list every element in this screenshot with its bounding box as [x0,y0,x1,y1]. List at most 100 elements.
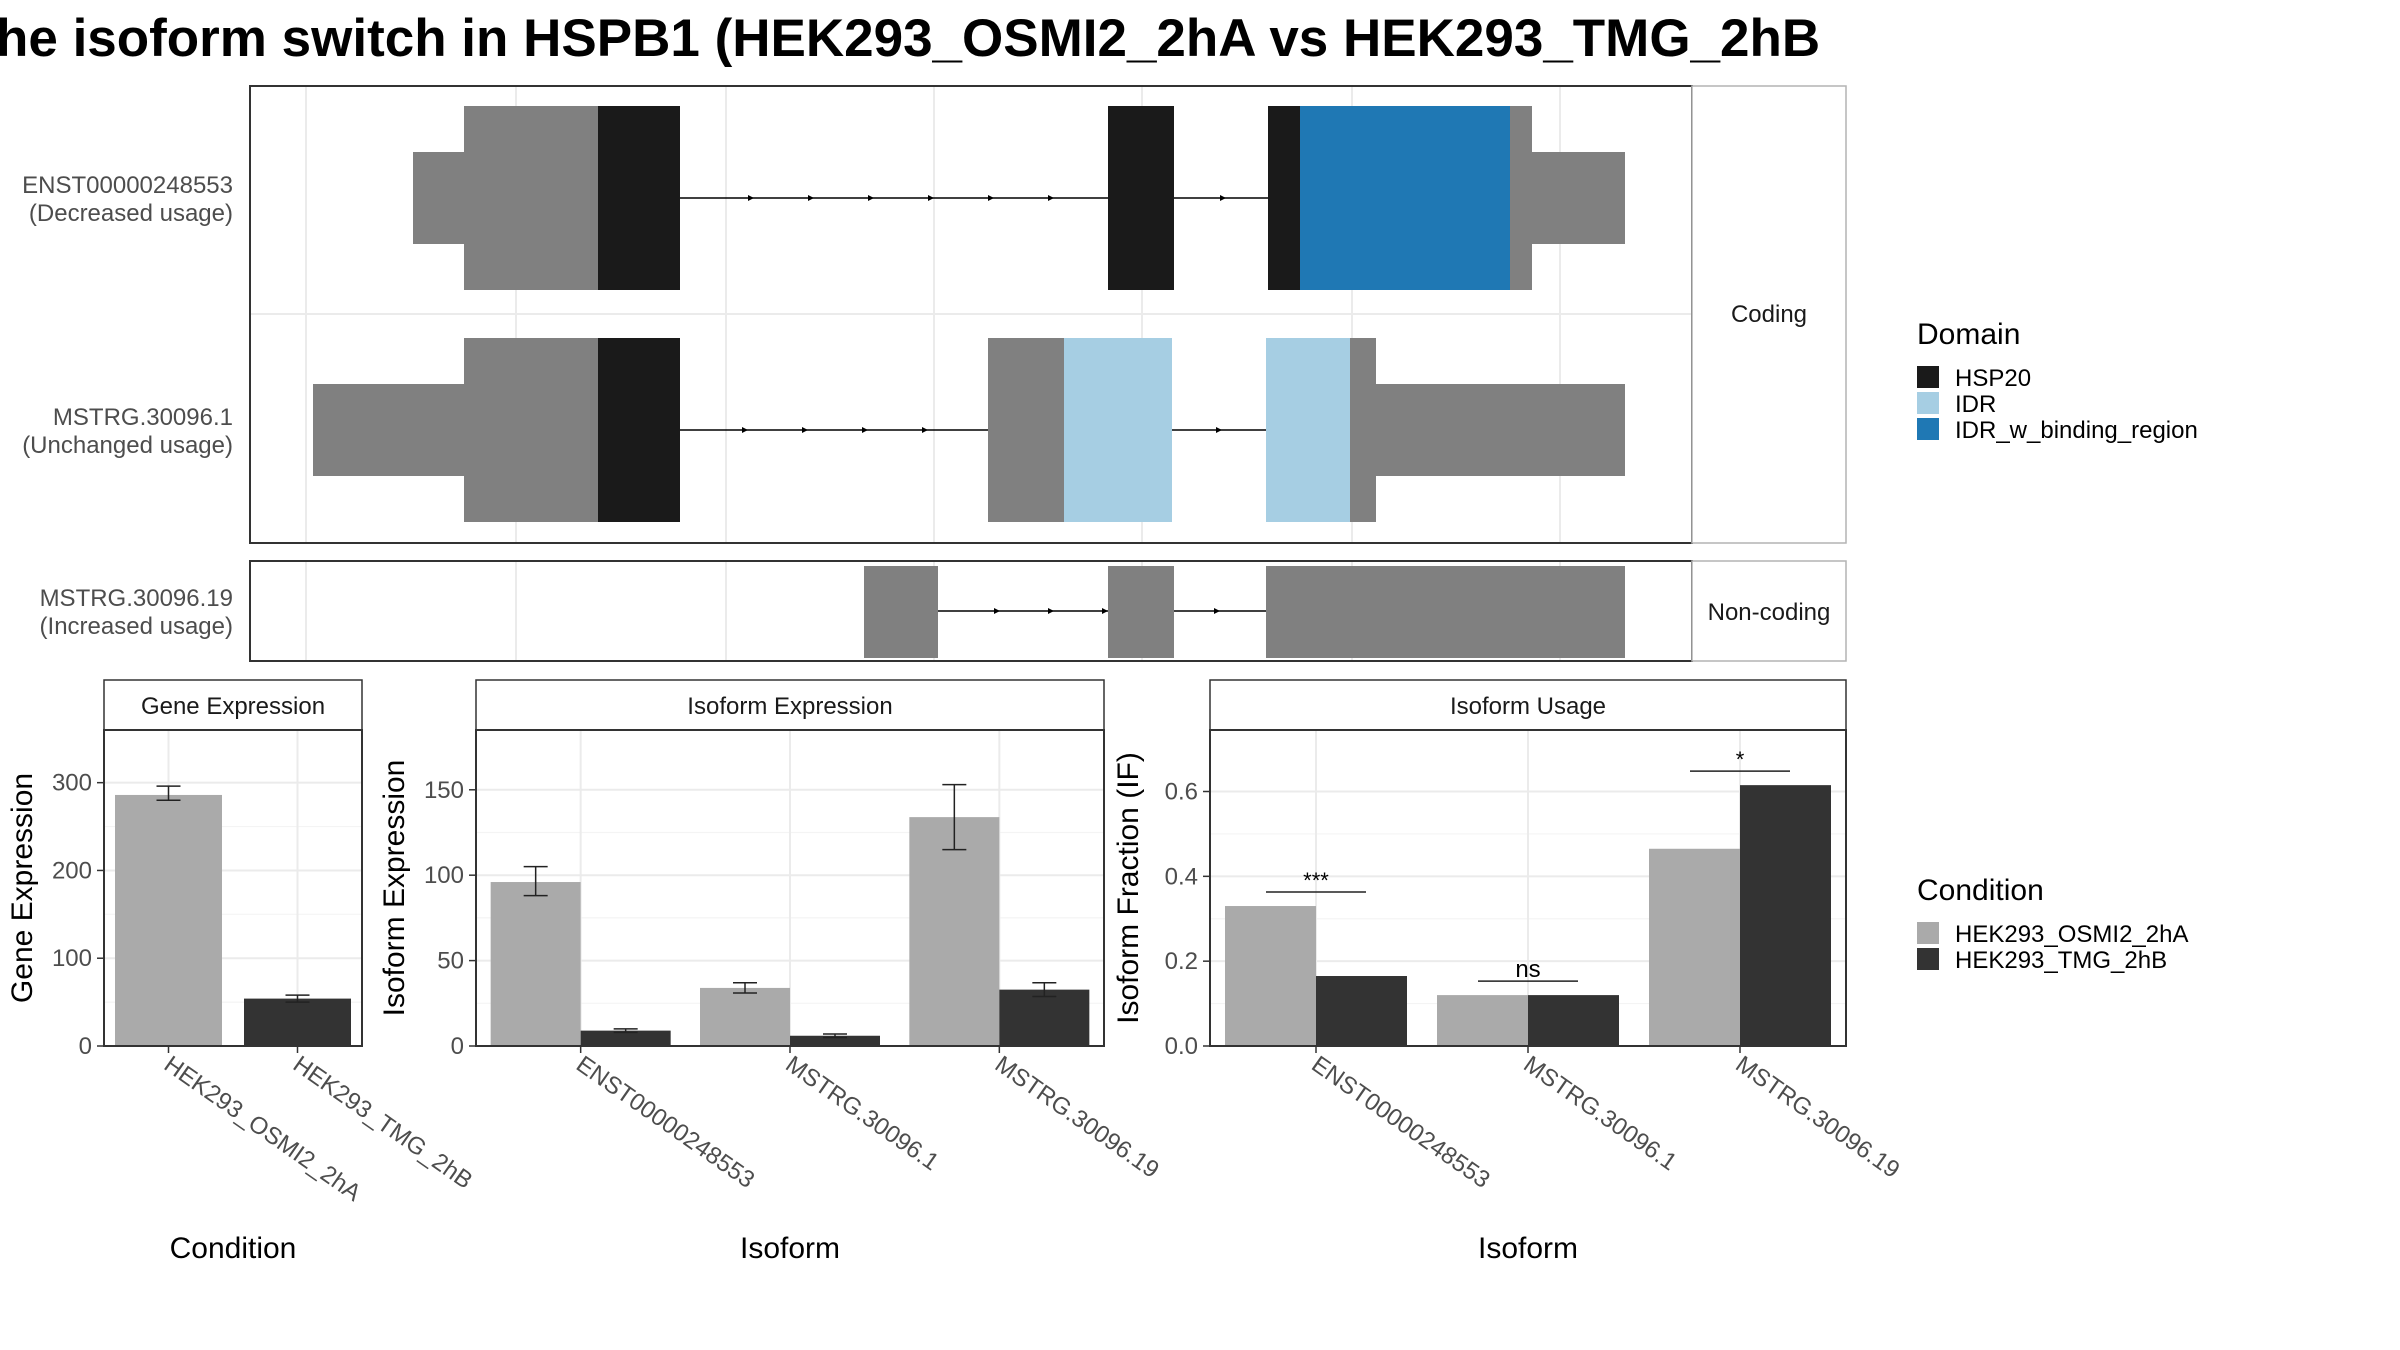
bar [244,998,351,1046]
bar [115,794,222,1046]
utr-segment [464,106,598,290]
x-tick-label: MSTRG.30096.19 [1731,1051,1905,1184]
transcript-label: MSTRG.30096.19 [40,585,233,612]
utr-segment [1531,152,1625,244]
bar [999,989,1090,1046]
idr-domain [1064,338,1172,522]
y-tick-label: 0.6 [1165,779,1198,806]
legend-key-cond-b [1917,948,1939,970]
y-tick-label: 150 [424,777,464,804]
figure-title: he isoform switch in HSPB1 (HEK293_OSMI2… [0,9,1820,68]
legend-key-idr-binding [1917,418,1939,440]
utr-segment [1350,338,1376,522]
transcript-label: MSTRG.30096.1 [53,404,233,431]
legend-label-cond-b: HEK293_TMG_2hB [1955,947,2167,974]
facet-strip [103,679,363,731]
legend-label-hsp20: HSP20 [1955,365,2031,392]
structure-panel-coding: Coding ENST00000248553 (Decreased usage)… [22,85,1847,544]
coding-strip-label: Coding [1731,301,1807,328]
x-tick-label: MSTRG.30096.19 [990,1051,1164,1184]
isoform-usage-chart: Isoform Usage *** ns * 0.0 0.2 0.4 0.6 ENST00000… [1112,679,1905,1265]
hsp20-domain [1108,106,1174,290]
condition-legend: Condition HEK293_OSMI2_2hA HEK293_TMG_2h… [1917,874,2188,974]
utr-segment [988,338,1064,522]
structure-panel-noncoding: Non-coding MSTRG.30096.19 (Increased usa… [40,560,1847,662]
y-tick-label: 0.2 [1165,948,1198,975]
noncoding-exon [1108,566,1174,658]
x-tick-label: ENST00000248553 [571,1051,759,1194]
legend-label-idr-binding: IDR_w_binding_region [1955,417,2198,444]
utr-segment [1375,384,1625,476]
coding-strip [1691,85,1847,544]
utr-segment [464,338,598,522]
significance-label: *** [1303,868,1329,893]
plot-border [103,729,363,1047]
bar [790,1035,880,1046]
transcript-mstrg-30096-19 [864,566,1625,658]
transcript-usage-label: (Unchanged usage) [22,432,233,459]
intron-arrows [994,608,1220,614]
y-tick-label: 100 [52,945,92,972]
legend-key-idr [1917,392,1939,414]
bar [700,987,790,1046]
idr-domain [1266,338,1350,522]
hsp20-domain [598,106,680,290]
y-tick-label: 0 [79,1033,92,1060]
transcript-usage-label: (Increased usage) [40,613,233,640]
noncoding-exon [864,566,938,658]
y-tick-label: 100 [424,862,464,889]
bar [490,882,581,1046]
bar [1528,995,1619,1046]
transcript-enst00000248553 [413,106,1625,290]
y-tick-label: 200 [52,857,92,884]
y-tick-label: 300 [52,770,92,797]
transcript-usage-label: (Decreased usage) [29,200,233,227]
idr-binding-domain [1300,106,1510,290]
x-tick-label: MSTRG.30096.1 [781,1051,944,1176]
noncoding-strip-label: Non-coding [1708,599,1831,626]
bar [1225,906,1316,1046]
hsp20-domain [598,338,680,522]
facet-strip-title: Isoform Usage [1450,693,1606,720]
significance-label: ns [1515,956,1540,983]
x-tick-label: ENST00000248553 [1307,1051,1495,1194]
y-axis-title: Isoform Fraction (IF) [1112,752,1145,1024]
x-axis-title: Isoform [740,1232,840,1265]
significance-label: * [1736,747,1745,772]
domain-legend-title: Domain [1917,318,2020,351]
intron-arrows [748,195,1226,201]
facet-strip-title: Gene Expression [141,693,325,720]
transcript-mstrg-30096-1 [313,338,1625,522]
domain-legend: Domain HSP20 IDR IDR_w_binding_region [1917,318,2198,444]
y-axis-title: Gene Expression [6,773,39,1003]
isoform-expression-chart: Isoform Expression 0 50 100 150 ENST000002485… [378,679,1164,1265]
bar [1316,976,1407,1046]
legend-label-idr: IDR [1955,391,1996,418]
bar [580,1030,671,1046]
facet-strip [1209,679,1847,731]
bar [1437,995,1528,1046]
legend-label-cond-a: HEK293_OSMI2_2hA [1955,921,2188,948]
y-tick-label: 0.4 [1165,863,1198,890]
bar [1649,848,1740,1046]
bar [909,817,1000,1046]
x-tick-label: MSTRG.30096.1 [1519,1051,1682,1176]
hsp20-domain [1268,106,1300,290]
utr-segment [1510,106,1532,290]
y-axis-title: Isoform Expression [378,760,411,1017]
bar [1740,785,1831,1046]
noncoding-strip [1691,560,1847,662]
utr-segment [413,152,465,244]
x-axis-title: Isoform [1478,1232,1578,1265]
y-tick-label: 0.0 [1165,1033,1198,1060]
x-axis-title: Condition [170,1232,297,1265]
legend-key-cond-a [1917,922,1939,944]
intron-arrows [742,427,1222,433]
y-tick-label: 50 [437,948,464,975]
legend-key-hsp20 [1917,366,1939,388]
utr-segment [313,384,465,476]
transcript-label: ENST00000248553 [22,172,233,199]
noncoding-exon [1266,566,1625,658]
condition-legend-title: Condition [1917,874,2044,907]
